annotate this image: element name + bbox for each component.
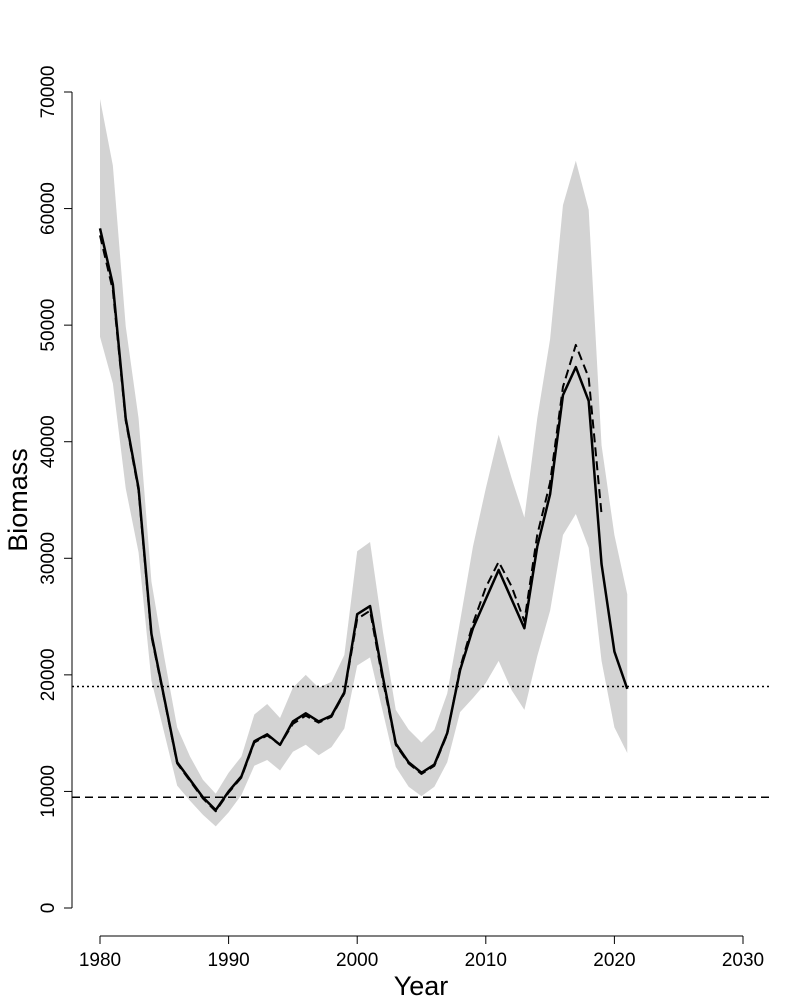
confidence-band: [100, 98, 628, 827]
y-tick-label: 60000: [38, 182, 59, 235]
y-tick-label: 20000: [38, 648, 59, 701]
series-layer: [98, 228, 629, 813]
x-tick-label: 2010: [465, 950, 507, 971]
reference-lines-layer: [72, 685, 770, 799]
x-tick-label: 2030: [722, 950, 764, 971]
x-tick-label: 1980: [79, 950, 121, 971]
x-tick-label: 2000: [336, 950, 378, 971]
series-line-dashed: [99, 235, 603, 813]
y-tick-label: 70000: [38, 66, 59, 119]
y-tick-label: 0: [38, 903, 59, 914]
x-axis-title: Year: [394, 971, 449, 1000]
x-tick-label: 1990: [207, 950, 249, 971]
axes-layer: 0 10000 20000 30000 40000 50000 60000 70000 1980…: [38, 66, 764, 971]
y-axis-title: Biomass: [3, 448, 33, 552]
confidence-band-layer: [100, 98, 628, 827]
y-tick-label: 50000: [38, 299, 59, 352]
y-tick-label: 40000: [38, 415, 59, 468]
y-tick-label: 30000: [38, 532, 59, 585]
y-tick-label: 10000: [38, 765, 59, 818]
x-tick-label: 2020: [593, 950, 635, 971]
